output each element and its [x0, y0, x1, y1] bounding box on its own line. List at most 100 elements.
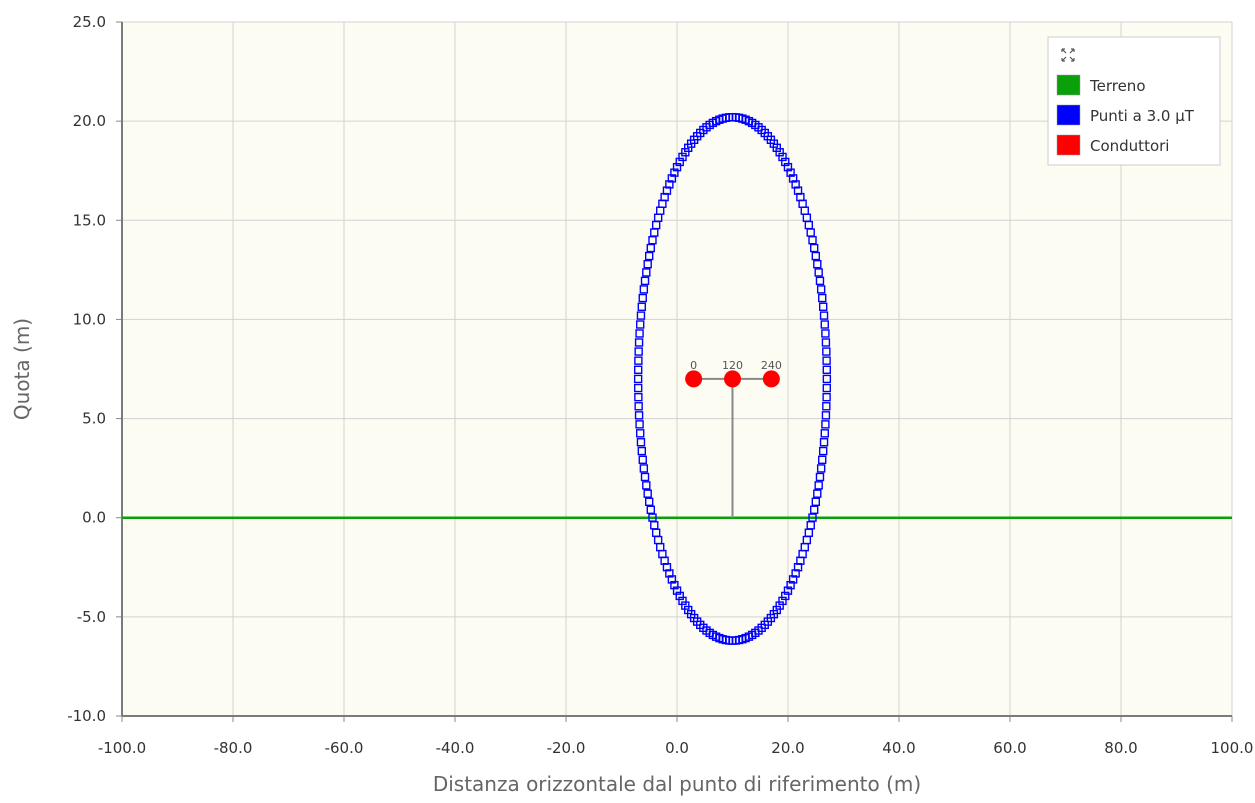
- field-points-series: [633, 112, 832, 645]
- field-point: [786, 168, 795, 177]
- field-point: [816, 464, 826, 473]
- x-tick-label: 100.0: [1211, 739, 1254, 757]
- x-tick-label: 20.0: [771, 739, 804, 757]
- legend-swatch: [1056, 74, 1081, 96]
- x-tick-label: -20.0: [547, 739, 586, 757]
- field-point: [638, 293, 647, 303]
- field-point: [781, 157, 790, 167]
- field-point: [635, 420, 644, 429]
- legend-label: Terreno: [1089, 77, 1146, 95]
- field-point: [822, 356, 831, 365]
- x-tick-label: -100.0: [98, 739, 146, 757]
- field-point: [675, 157, 684, 167]
- field-point: [821, 338, 831, 347]
- y-tick-label: -5.0: [77, 608, 106, 626]
- y-tick-label: 15.0: [73, 211, 106, 229]
- x-tick-label: 60.0: [993, 739, 1026, 757]
- x-tick-label: -60.0: [325, 739, 364, 757]
- y-axis-ticks: -10.0 -5.0 0.0 5.0 10.0 15.0 20.0 25.0: [67, 13, 106, 725]
- field-point: [791, 569, 800, 578]
- field-point: [639, 285, 649, 294]
- expand-icon[interactable]: [1061, 48, 1075, 62]
- conductors-series: 0 120 240: [685, 359, 782, 388]
- field-point: [815, 276, 825, 286]
- conductor-label: 240: [761, 359, 782, 372]
- field-point: [636, 320, 645, 329]
- field-point: [665, 180, 674, 189]
- legend-label: Conduttori: [1090, 137, 1169, 155]
- x-tick-label: 0.0: [665, 739, 689, 757]
- field-point: [820, 320, 829, 329]
- field-point: [813, 259, 822, 269]
- field-point: [636, 429, 645, 438]
- field-point: [810, 505, 819, 514]
- field-point: [818, 302, 828, 311]
- field-point: [636, 438, 646, 447]
- field-point: [811, 497, 821, 506]
- field-point: [678, 152, 687, 162]
- field-point: [818, 293, 827, 303]
- legend-items: Terreno Punti a 3.0 µT Conduttori: [1056, 74, 1195, 156]
- legend-label: Punti a 3.0 µT: [1090, 107, 1195, 125]
- field-point: [822, 392, 831, 402]
- field-point: [816, 285, 826, 294]
- field-point: [821, 411, 831, 420]
- field-point: [644, 251, 654, 261]
- expand-icon-stroke: [1061, 56, 1067, 62]
- field-point: [781, 591, 790, 601]
- expand-icon-stroke: [1069, 56, 1075, 62]
- field-point: [646, 243, 655, 253]
- field-point: [811, 251, 821, 261]
- field-point: [808, 513, 817, 522]
- field-point: [670, 580, 679, 590]
- x-tick-label: 40.0: [882, 739, 915, 757]
- y-tick-label: -10.0: [67, 707, 106, 725]
- field-point: [648, 236, 657, 245]
- field-point: [822, 347, 831, 356]
- field-point: [667, 174, 677, 183]
- field-point: [667, 575, 677, 584]
- y-tick-label: 5.0: [82, 410, 106, 428]
- legend-swatch: [1056, 134, 1081, 156]
- field-point: [633, 374, 643, 384]
- field-point: [646, 505, 655, 514]
- field-point: [778, 596, 787, 606]
- field-point: [635, 329, 644, 338]
- x-axis-ticks: -100.0 -80.0 -60.0 -40.0 -20.0 0.0 20.0 40.0 60.…: [98, 739, 1254, 757]
- legend: Terreno Punti a 3.0 µT Conduttori: [1047, 36, 1221, 166]
- y-axis-title: Quota (m): [10, 318, 34, 420]
- conductor-label: 0: [690, 359, 697, 372]
- field-point: [814, 268, 823, 277]
- x-axis-title: Distanza orizzontale dal punto di riferi…: [433, 772, 921, 796]
- field-point: [821, 329, 830, 338]
- field-point: [819, 438, 829, 447]
- field-point: [644, 497, 654, 506]
- field-point: [640, 472, 650, 482]
- field-point: [636, 311, 646, 320]
- y-tick-label: 20.0: [73, 112, 106, 130]
- field-point: [670, 168, 679, 177]
- conductor-point: [685, 370, 703, 388]
- field-point: [822, 383, 831, 393]
- field-point: [640, 276, 650, 286]
- field-point: [634, 392, 643, 402]
- conductor-point: [762, 370, 780, 388]
- field-point: [634, 347, 643, 356]
- field-point: [634, 365, 643, 374]
- field-point: [822, 402, 831, 411]
- expand-icon-stroke: [1061, 48, 1067, 54]
- field-point: [634, 338, 644, 347]
- field-point: [634, 383, 643, 393]
- x-tick-label: 80.0: [1104, 739, 1137, 757]
- field-point: [638, 455, 647, 464]
- field-point: [820, 429, 829, 438]
- axes: [116, 21, 1233, 722]
- field-point: [634, 411, 644, 420]
- field-point: [822, 374, 832, 384]
- conductor-label: 120: [722, 359, 743, 372]
- field-point: [643, 489, 652, 498]
- field-point: [813, 489, 822, 498]
- field-point: [662, 562, 672, 572]
- field-point: [810, 243, 819, 253]
